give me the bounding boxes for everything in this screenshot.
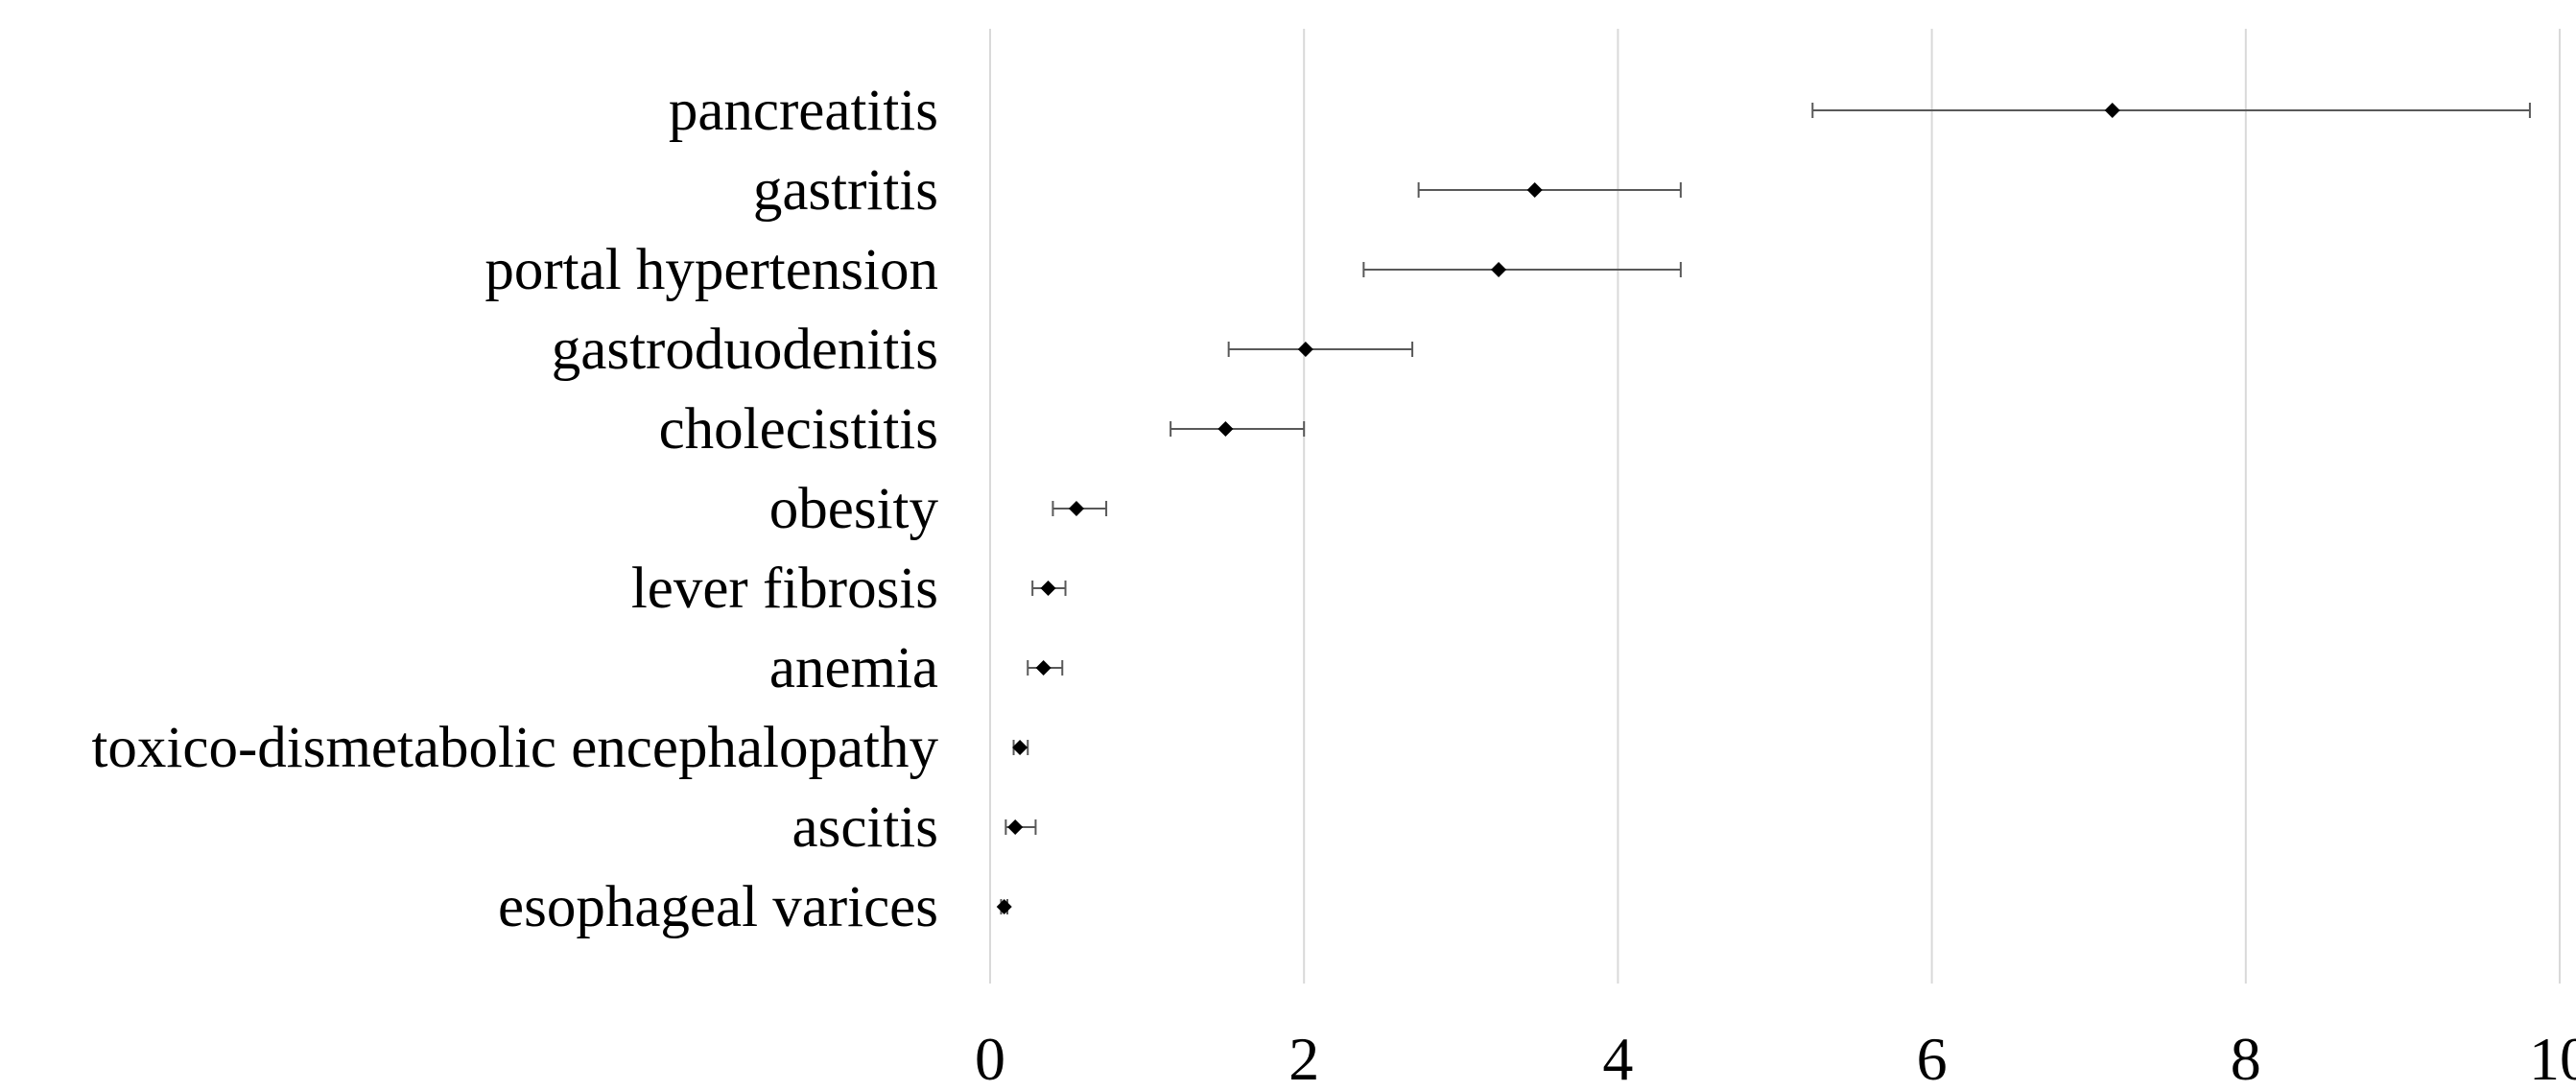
error-bar [1417,182,1682,198]
category-label: lever fibrosis [631,557,938,621]
error-bar [1362,262,1682,277]
category-label: anemia [769,636,938,700]
point-marker [1217,421,1234,437]
error-bar [1227,342,1414,357]
error-bar [1170,421,1306,437]
category-label: esophageal varices [498,875,938,939]
category-label: portal hypertension [484,238,938,302]
point-marker [1068,501,1084,516]
category-labels: pancreatitis gastritis portal hypertension… [91,79,938,939]
point-marker [1007,819,1024,835]
x-tick-label: 0 [975,1025,1005,1086]
point-marker [1526,182,1543,198]
point-markers [996,103,2120,914]
error-bars [1000,103,2531,914]
point-marker [1035,660,1052,676]
point-marker [1040,581,1056,596]
x-tick-label: 4 [1602,1025,1633,1086]
error-bar [1811,103,2531,118]
point-marker [1491,262,1507,277]
x-tick-label: 2 [1288,1025,1319,1086]
category-label: gastroduodenitis [552,318,938,382]
category-label: obesity [769,477,939,541]
point-marker [1012,740,1028,755]
gridlines [989,29,2561,984]
category-label: ascitis [792,795,938,860]
point-marker [996,899,1012,914]
x-tick-label: 8 [2231,1025,2261,1086]
x-tick-label: 6 [1917,1025,1948,1086]
x-axis-tick-labels: 0 2 4 6 8 10 [975,1025,2576,1091]
category-label: gastritis [753,158,938,223]
point-marker [2104,103,2120,118]
point-marker [1297,342,1313,357]
category-label: pancreatitis [669,79,938,143]
category-label: toxico-dismetabolic encephalopathy [91,716,938,780]
category-label: cholecistitis [659,397,938,462]
x-tick-label: 10 [2529,1025,2576,1086]
